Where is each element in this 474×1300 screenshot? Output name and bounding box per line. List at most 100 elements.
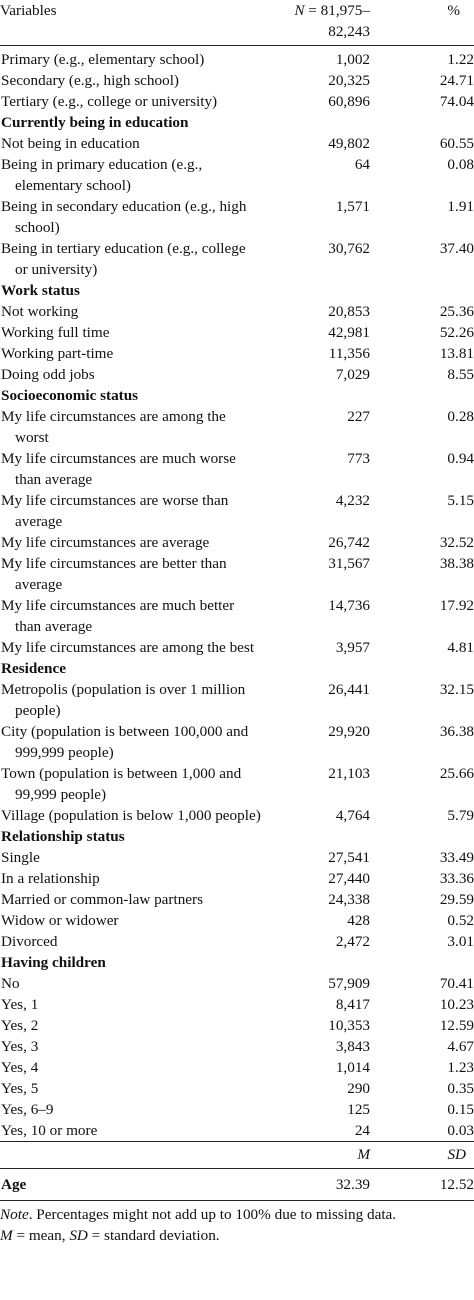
- row-percent: 0.15: [447, 1101, 474, 1118]
- row-label: Not working: [1, 303, 79, 320]
- row-percent: 0.03: [447, 1122, 474, 1139]
- row-label-cell: My life circumstances are much worse tha…: [0, 448, 262, 490]
- row-label-cell: In a relationship: [0, 868, 262, 889]
- row-percent: 13.81: [439, 345, 474, 362]
- row-label: My life circumstances are among the best: [1, 639, 255, 656]
- row-percent: 5.15: [447, 492, 474, 509]
- row-percent: 60.55: [439, 135, 474, 152]
- row-count: 1,571: [335, 198, 370, 215]
- note-m-text: = mean,: [12, 1227, 70, 1244]
- row-count: 14,736: [328, 597, 370, 614]
- table-row: Yes, 4 1,014 1.23: [0, 1057, 474, 1078]
- row-label: Metropolis (population is over 1 million…: [1, 681, 246, 719]
- row-count: 428: [347, 912, 370, 929]
- table-row: Being in primary education (e.g., elemen…: [0, 154, 474, 196]
- row-label-cell: City (population is between 100,000 and …: [0, 721, 262, 763]
- section-label: Residence: [1, 660, 66, 677]
- table-row: Primary (e.g., elementary school) 1,002 1.…: [0, 46, 474, 71]
- table-row: Tertiary (e.g., college or university) 60…: [0, 91, 474, 112]
- table-row: Single 27,541 33.49: [0, 847, 474, 868]
- table-row: Widow or widower 428 0.52: [0, 910, 474, 931]
- row-count: 20,325: [328, 72, 370, 89]
- demographics-table: Variables N = 81,975–82,243 % Primary (e…: [0, 0, 474, 1201]
- row-label-cell: Not being in education: [0, 133, 262, 154]
- row-label-cell: Working full time: [0, 322, 262, 343]
- row-percent: 24.71: [439, 72, 474, 89]
- row-label: Yes, 5: [1, 1080, 39, 1097]
- table-row: My life circumstances are much better th…: [0, 595, 474, 637]
- row-count: 11,356: [328, 345, 370, 362]
- row-count: 1,002: [335, 51, 370, 68]
- row-percent: 32.15: [439, 681, 474, 698]
- row-count: 42,981: [328, 324, 370, 341]
- table-row: Town (population is between 1,000 and 99…: [0, 763, 474, 805]
- row-label: Town (population is between 1,000 and 99…: [1, 765, 242, 803]
- table-row: My life circumstances are average 26,742 3…: [0, 532, 474, 553]
- row-label: Yes, 2: [1, 1017, 39, 1034]
- table-header-row: Variables N = 81,975–82,243 %: [0, 0, 474, 46]
- header-n-symbol: N: [294, 2, 305, 19]
- row-count: 24,338: [328, 891, 370, 908]
- row-label: My life circumstances are average: [1, 534, 210, 551]
- row-label-cell: Village (population is below 1,000 peopl…: [0, 805, 262, 826]
- table-row: Working full time 42,981 52.26: [0, 322, 474, 343]
- table-row: In a relationship 27,440 33.36: [0, 868, 474, 889]
- row-count: 27,541: [328, 849, 370, 866]
- row-count: 290: [347, 1080, 370, 1097]
- age-row: Age 32.39 12.52: [0, 1168, 474, 1201]
- table-row: Not working 20,853 25.36: [0, 301, 474, 322]
- row-label: Working part-time: [1, 345, 114, 362]
- row-percent: 25.36: [439, 303, 474, 320]
- row-label-cell: Being in tertiary education (e.g., colle…: [0, 238, 262, 280]
- row-percent: 32.52: [439, 534, 474, 551]
- row-count: 29,920: [328, 723, 370, 740]
- row-label-cell: Metropolis (population is over 1 million…: [0, 679, 262, 721]
- table-row: My life circumstances are much worse tha…: [0, 448, 474, 490]
- row-count: 227: [347, 408, 370, 425]
- stats-header-m: M: [262, 1141, 392, 1169]
- row-label: Primary (e.g., elementary school): [1, 51, 205, 68]
- row-label-cell: Being in secondary education (e.g., high…: [0, 196, 262, 238]
- row-percent: 10.23: [439, 996, 474, 1013]
- row-label-cell: My life circumstances are worse than ave…: [0, 490, 262, 532]
- row-percent: 1.91: [447, 198, 474, 215]
- table-body: Primary (e.g., elementary school) 1,002 1.…: [0, 46, 474, 1142]
- table-row: Yes, 5 290 0.35: [0, 1078, 474, 1099]
- note-label: Note: [0, 1206, 29, 1223]
- row-label: City (population is between 100,000 and …: [1, 723, 249, 761]
- note-sd-abbr: SD: [69, 1227, 88, 1244]
- note-text: . Percentages might not add up to 100% d…: [28, 1206, 397, 1223]
- row-label: Married or common-law partners: [1, 891, 204, 908]
- section-label: Socioeconomic status: [1, 387, 139, 404]
- row-label-cell: My life circumstances are much better th…: [0, 595, 262, 637]
- table-note: Note. Percentages might not add up to 10…: [0, 1201, 474, 1246]
- table-row: My life circumstances are worse than ave…: [0, 490, 474, 532]
- note-line-1: Note. Percentages might not add up to 10…: [0, 1204, 474, 1225]
- row-label: Doing odd jobs: [1, 366, 95, 383]
- row-percent: 4.81: [447, 639, 474, 656]
- row-percent: 37.40: [439, 240, 474, 257]
- row-label: Yes, 3: [1, 1038, 39, 1055]
- section-header-row: Socioeconomic status: [0, 385, 474, 406]
- table-row: Being in secondary education (e.g., high…: [0, 196, 474, 238]
- row-label: Being in tertiary education (e.g., colle…: [1, 240, 246, 278]
- row-percent: 5.79: [447, 807, 474, 824]
- row-label: My life circumstances are among the wors…: [1, 408, 226, 446]
- row-percent: 12.59: [439, 1017, 474, 1034]
- row-label-cell: Working part-time: [0, 343, 262, 364]
- row-count: 64: [354, 156, 370, 173]
- row-count: 3,843: [335, 1038, 370, 1055]
- table-row: No 57,909 70.41: [0, 973, 474, 994]
- row-label-cell: Secondary (e.g., high school): [0, 70, 262, 91]
- row-percent: 38.38: [439, 555, 474, 572]
- table-row: Doing odd jobs 7,029 8.55: [0, 364, 474, 385]
- row-label-cell: Primary (e.g., elementary school): [0, 46, 262, 71]
- stats-header-blank: [0, 1141, 262, 1169]
- row-count: 4,764: [335, 807, 370, 824]
- row-label-cell: My life circumstances are better than av…: [0, 553, 262, 595]
- row-count: 125: [347, 1101, 370, 1118]
- row-label-cell: Widow or widower: [0, 910, 262, 931]
- row-percent: 0.94: [447, 450, 474, 467]
- row-percent: 17.92: [439, 597, 474, 614]
- row-percent: 0.52: [447, 912, 474, 929]
